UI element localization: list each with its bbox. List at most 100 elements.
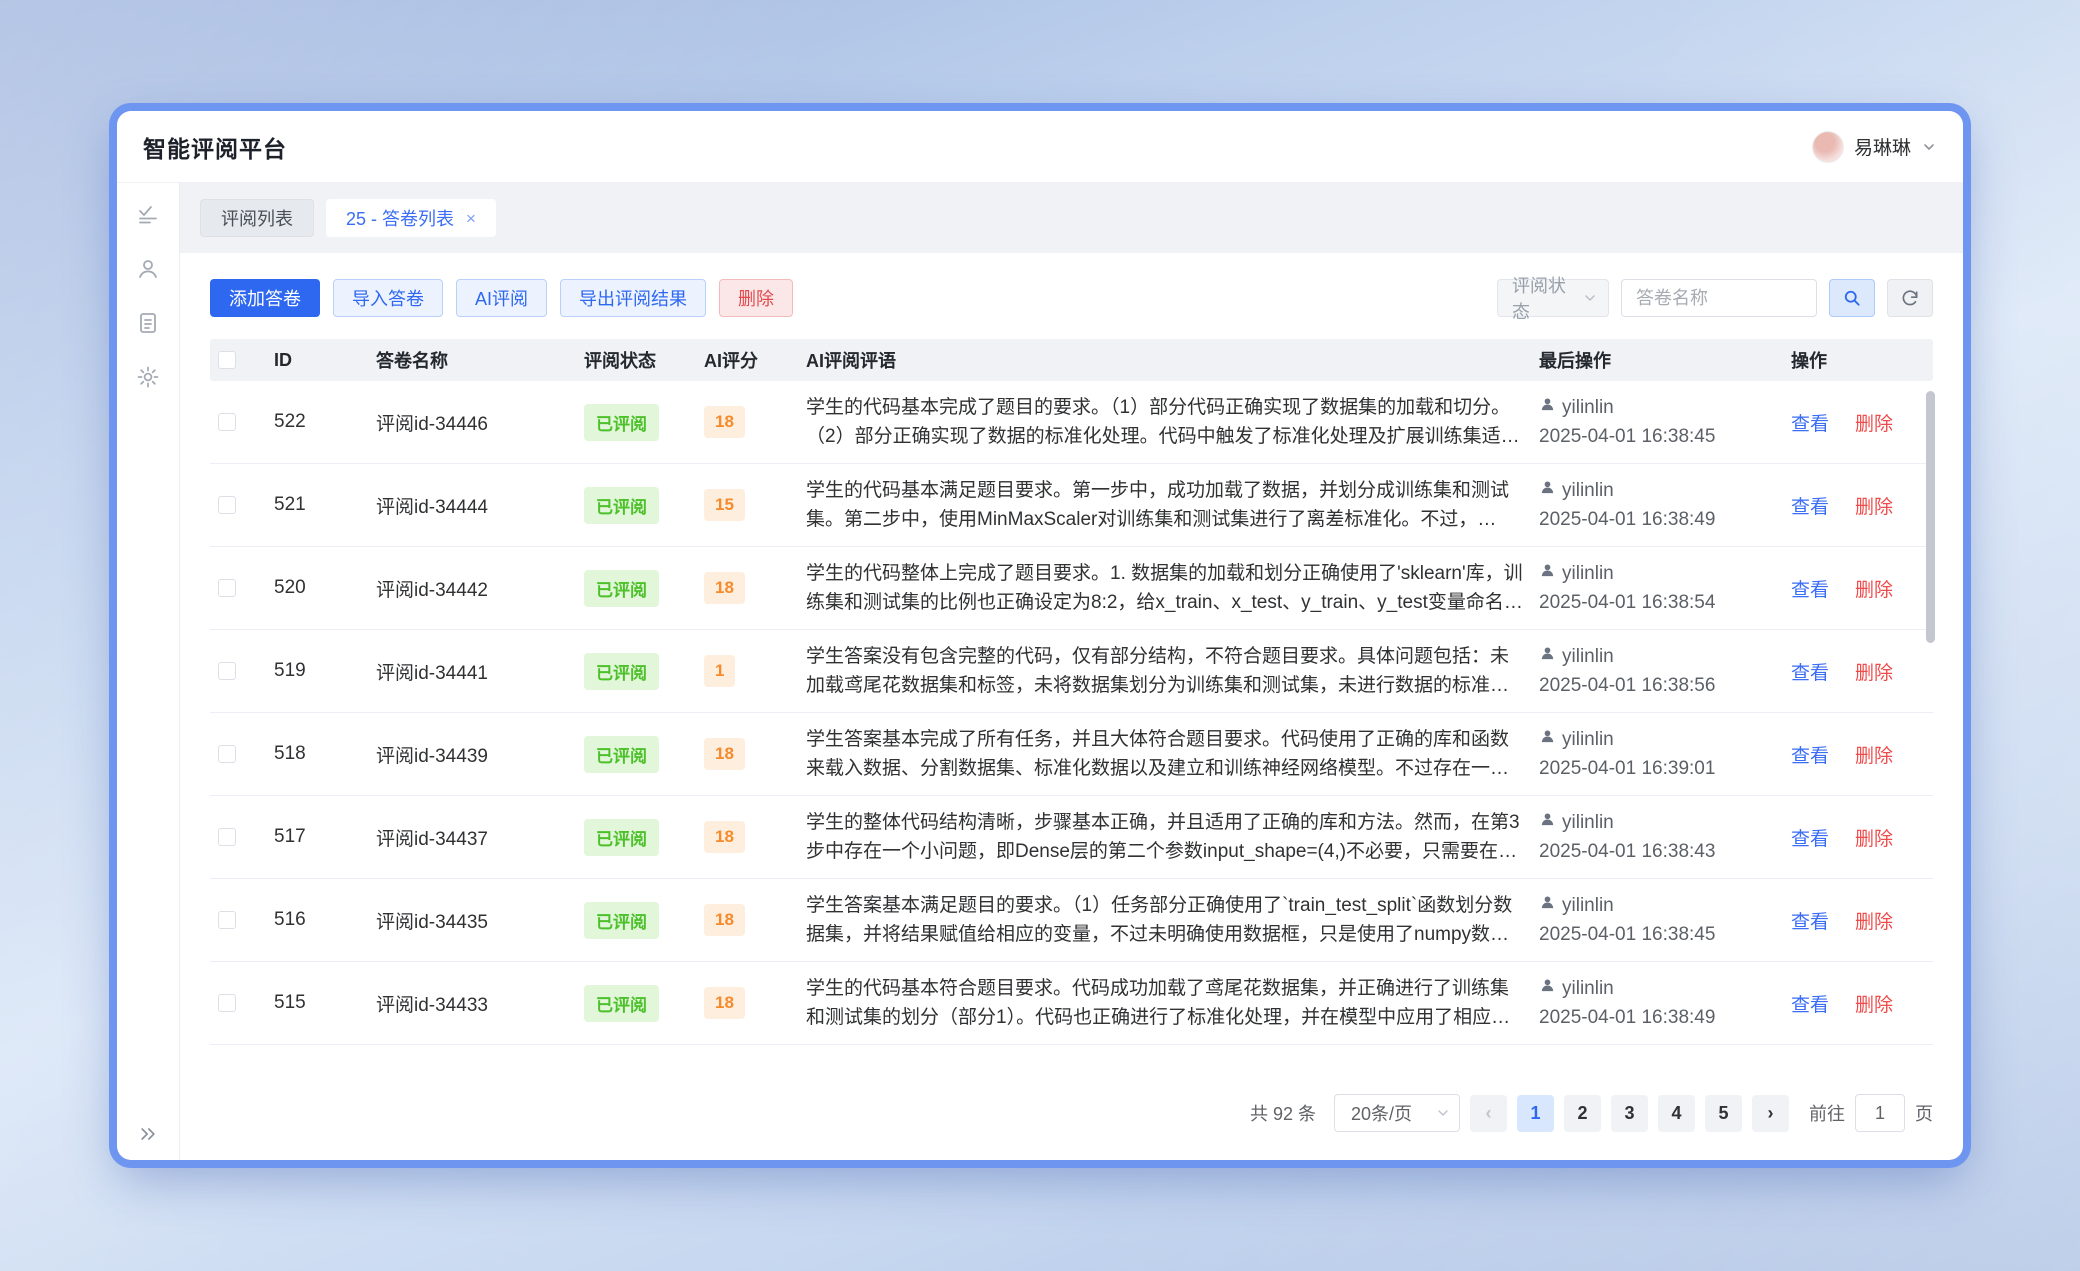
view-link[interactable]: 查看: [1791, 662, 1830, 684]
cell-answer-name: 评阅id-34433: [376, 994, 488, 1016]
row-checkbox[interactable]: [218, 413, 236, 431]
goto-label: 前往: [1809, 1104, 1845, 1124]
operator-name: yilinlin: [1562, 895, 1614, 916]
vertical-scrollbar[interactable]: [1926, 391, 1935, 643]
answer-name-input[interactable]: [1621, 279, 1817, 317]
cell-id: 517: [274, 826, 306, 847]
delete-link[interactable]: 删除: [1855, 828, 1894, 850]
operation-time: 2025-04-01 16:38:49: [1539, 509, 1716, 530]
score-badge: 18: [704, 987, 745, 1019]
cell-ai-comment: 学生的代码基本完成了题目的要求。（1）部分代码正确实现了数据集的加载和切分。（2…: [806, 397, 1520, 447]
page-size-select[interactable]: 20条/页: [1334, 1094, 1460, 1132]
document-icon[interactable]: [136, 311, 160, 335]
cell-ai-comment: 学生答案没有包含完整的代码，仅有部分结构，不符合题目要求。具体问题包括：未加载鸢…: [806, 646, 1510, 696]
user-icon[interactable]: [136, 257, 160, 281]
cell-actions: 查看 删除: [1791, 990, 1933, 1017]
operator-name: yilinlin: [1562, 480, 1614, 501]
row-checkbox[interactable]: [218, 994, 236, 1012]
chevron-down-icon: [1435, 1105, 1451, 1121]
import-answer-button[interactable]: 导入答卷: [333, 279, 443, 317]
chevrons-right-icon[interactable]: [138, 1124, 158, 1144]
select-all-checkbox[interactable]: [218, 351, 236, 369]
add-answer-button[interactable]: 添加答卷: [210, 279, 320, 317]
total-count: 共 92 条: [1249, 1104, 1316, 1124]
row-checkbox[interactable]: [218, 579, 236, 597]
page-button-4[interactable]: 4: [1658, 1094, 1695, 1132]
prev-page-button[interactable]: ‹: [1470, 1094, 1507, 1132]
table-header-row: ID 答卷名称 评阅状态 AI评分 AI评阅评语 最后操作 操作: [210, 339, 1933, 381]
review-status-select[interactable]: 评阅状态: [1497, 276, 1609, 322]
view-link[interactable]: 查看: [1791, 496, 1830, 518]
page-button-5[interactable]: 5: [1705, 1094, 1742, 1132]
cell-answer-name: 评阅id-34446: [376, 413, 488, 435]
operator-name: yilinlin: [1562, 563, 1614, 584]
row-checkbox[interactable]: [218, 745, 236, 763]
page-button-1[interactable]: 1: [1517, 1094, 1554, 1132]
status-badge: 已评阅: [584, 984, 659, 1022]
status-badge: 已评阅: [584, 652, 659, 690]
operation-time: 2025-04-01 16:38:45: [1539, 924, 1716, 945]
user-menu[interactable]: 易琳琳: [1811, 130, 1937, 163]
view-link[interactable]: 查看: [1791, 413, 1830, 435]
delete-link[interactable]: 删除: [1855, 496, 1894, 518]
goto-page-input[interactable]: [1855, 1094, 1905, 1132]
row-checkbox[interactable]: [218, 662, 236, 680]
delete-link[interactable]: 删除: [1855, 994, 1894, 1016]
row-checkbox[interactable]: [218, 496, 236, 514]
delete-link[interactable]: 删除: [1855, 911, 1894, 933]
cell-actions: 查看 删除: [1791, 409, 1933, 436]
close-icon[interactable]: ×: [466, 208, 476, 228]
table-row: 522 评阅id-34446 已评阅 18 学生的代码基本完成了题目的要求。（1…: [210, 381, 1933, 464]
status-badge: 已评阅: [584, 486, 659, 524]
row-checkbox[interactable]: [218, 828, 236, 846]
view-link[interactable]: 查看: [1791, 579, 1830, 601]
export-results-button[interactable]: 导出评阅结果: [560, 279, 707, 317]
next-page-button[interactable]: ›: [1752, 1094, 1789, 1132]
cell-actions: 查看 删除: [1791, 492, 1933, 519]
operator-name: yilinlin: [1562, 978, 1614, 999]
page-button-3[interactable]: 3: [1611, 1094, 1648, 1132]
cell-last-operation: yilinlin 2025-04-01 16:38:45: [1539, 393, 1791, 451]
view-link[interactable]: 查看: [1791, 828, 1830, 850]
row-checkbox[interactable]: [218, 911, 236, 929]
cell-actions: 查看 删除: [1791, 658, 1933, 685]
cell-ai-comment: 学生的代码整体上完成了题目要求。1. 数据集的加载和划分正确使用了'sklear…: [806, 563, 1523, 613]
user-name: 易琳琳: [1853, 138, 1911, 159]
search-button[interactable]: [1829, 279, 1875, 317]
cell-last-operation: yilinlin 2025-04-01 16:38:56: [1539, 642, 1791, 700]
delete-button[interactable]: 删除: [719, 279, 794, 317]
page-button-2[interactable]: 2: [1564, 1094, 1601, 1132]
task-check-icon[interactable]: [136, 203, 160, 227]
view-link[interactable]: 查看: [1791, 911, 1830, 933]
delete-link[interactable]: 删除: [1855, 662, 1894, 684]
avatar[interactable]: [1811, 130, 1844, 163]
score-badge: 1: [704, 655, 736, 687]
refresh-button[interactable]: [1887, 279, 1933, 317]
cell-answer-name: 评阅id-34437: [376, 828, 488, 850]
column-header-lastop: 最后操作: [1539, 351, 1611, 371]
tab-answer-list[interactable]: 25 - 答卷列表 ×: [326, 199, 496, 237]
settings-gear-icon[interactable]: [136, 365, 160, 389]
operation-time: 2025-04-01 16:38:56: [1539, 675, 1716, 696]
cell-last-operation: yilinlin 2025-04-01 16:38:54: [1539, 559, 1791, 617]
column-header-actions: 操作: [1791, 351, 1827, 371]
operation-time: 2025-04-01 16:39:01: [1539, 758, 1716, 779]
cell-ai-comment: 学生的代码基本满足题目要求。第一步中，成功加载了数据，并划分成训练集和测试集。第…: [806, 480, 1510, 530]
tab-review-list[interactable]: 评阅列表: [200, 199, 314, 237]
view-link[interactable]: 查看: [1791, 745, 1830, 767]
column-header-id: ID: [274, 349, 292, 370]
delete-link[interactable]: 删除: [1855, 413, 1894, 435]
ai-review-button[interactable]: AI评阅: [456, 279, 548, 317]
cell-actions: 查看 删除: [1791, 907, 1933, 934]
page-title: 智能评阅平台: [143, 135, 287, 162]
cell-last-operation: yilinlin 2025-04-01 16:38:45: [1539, 891, 1791, 949]
delete-link[interactable]: 删除: [1855, 745, 1894, 767]
person-icon: [1539, 393, 1556, 422]
view-link[interactable]: 查看: [1791, 994, 1830, 1016]
answers-table: ID 答卷名称 评阅状态 AI评分 AI评阅评语 最后操作 操作 522 评阅i…: [210, 339, 1935, 1074]
operation-time: 2025-04-01 16:38:54: [1539, 592, 1716, 613]
table-body: 522 评阅id-34446 已评阅 18 学生的代码基本完成了题目的要求。（1…: [210, 381, 1933, 1045]
delete-link[interactable]: 删除: [1855, 579, 1894, 601]
operation-time: 2025-04-01 16:38:43: [1539, 841, 1716, 862]
